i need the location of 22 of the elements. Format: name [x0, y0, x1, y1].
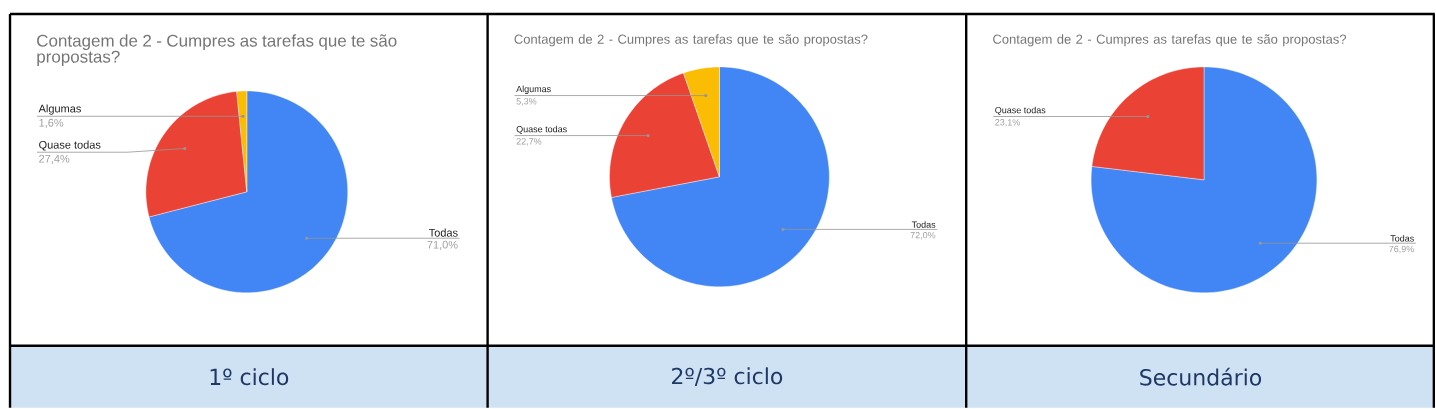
slice-label: Quase todas — [516, 125, 567, 135]
slice-label: Quase todas — [39, 140, 101, 151]
slice-label: Quase todas — [995, 106, 1046, 115]
slice-label: Todas — [428, 228, 458, 237]
text: 1º ciclo — [210, 368, 289, 386]
chart-title: Contagem de 2 - Cumpres as tarefas que te são propostas? — [993, 34, 1347, 47]
data-label: 5,3% — [516, 98, 537, 106]
slice-label: Todas — [911, 221, 936, 228]
text: 2º/3º ciclo — [672, 367, 783, 387]
data-label: 72,0% — [910, 232, 936, 240]
data-label: 22,7% — [516, 138, 542, 146]
text: Secundário — [1140, 367, 1262, 386]
data-label: 23,1% — [995, 119, 1020, 127]
slice-label: Algumas — [38, 104, 81, 115]
data-label: 27,4% — [39, 154, 70, 164]
data-label: 71,0% — [427, 240, 458, 250]
slice-label: Algumas — [516, 85, 551, 95]
data-label: 1,6% — [39, 118, 64, 128]
chart-title: Contagem de 2 - Cumpres as tarefas que te são propostas? — [37, 34, 397, 67]
slice-label: Todas — [1390, 235, 1414, 242]
chart-title: Contagem de 2 - Cumpres as tarefas que te são propostas? — [514, 34, 868, 47]
data-label: 76,9% — [1389, 245, 1414, 254]
